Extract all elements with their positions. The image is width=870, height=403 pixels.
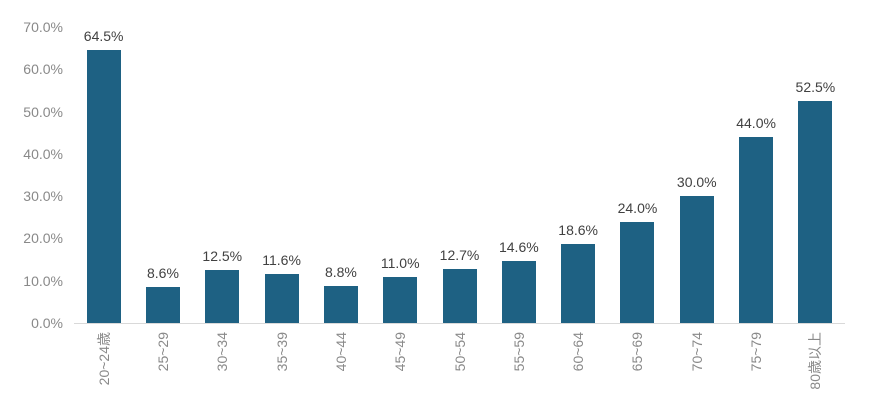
- x-axis-category-slot: 75~79: [726, 324, 785, 403]
- x-axis-category-slot: 25~29: [133, 324, 192, 403]
- bar-group: 64.5%: [74, 28, 133, 323]
- bar: [501, 261, 536, 323]
- y-axis-tick-label: 30.0%: [23, 188, 63, 205]
- bar: [205, 270, 240, 323]
- bar-group: 11.0%: [371, 254, 430, 323]
- bar-value-label: 12.7%: [439, 247, 480, 264]
- bar-group: 12.7%: [430, 247, 489, 323]
- bar-group: 12.5%: [193, 248, 252, 323]
- bar: [620, 221, 655, 323]
- y-axis-tick-label: 70.0%: [23, 19, 63, 35]
- plot-area: 64.5% 8.6% 12.5% 11.6% 8.8% 11.0% 12.7% 14.6% 18…: [74, 27, 845, 324]
- x-axis-category-slot: 80歳以上: [786, 324, 845, 403]
- bar-group: 18.6%: [549, 222, 608, 323]
- x-axis-category-slot: 35~39: [252, 324, 311, 403]
- bar: [145, 286, 180, 323]
- bar: [561, 244, 596, 323]
- bar: [442, 269, 477, 323]
- bar: [86, 50, 121, 323]
- x-axis-category-label: 50~54: [451, 332, 468, 372]
- x-axis-category-label: 20~24歳: [95, 332, 112, 386]
- x-axis-category-slot: 30~34: [193, 324, 252, 403]
- bar-group: 44.0%: [726, 115, 785, 323]
- x-axis-category-label: 55~59: [510, 332, 527, 372]
- bar-group: 30.0%: [667, 174, 726, 323]
- x-axis-category-slot: 60~64: [549, 324, 608, 403]
- x-axis-category-label: 75~79: [748, 332, 765, 372]
- bar-group: 8.6%: [133, 265, 192, 323]
- bar-value-label: 18.6%: [558, 222, 598, 239]
- x-axis-category-label: 80歳以上: [807, 332, 824, 390]
- bar-value-label: 12.5%: [202, 248, 243, 265]
- bar-value-label: 64.5%: [83, 28, 124, 45]
- bar-value-label: 52.5%: [795, 79, 836, 95]
- bar-group: 52.5%: [786, 79, 845, 323]
- y-axis-tick-label: 10.0%: [23, 272, 63, 289]
- x-axis-category-slot: 40~44: [311, 324, 370, 403]
- x-axis-category-slot: 45~49: [371, 324, 430, 403]
- bar-value-label: 11.6%: [262, 251, 301, 268]
- bar-value-label: 24.0%: [617, 199, 658, 216]
- y-axis-tick-label: 40.0%: [23, 145, 63, 162]
- x-axis-category-label: 60~64: [570, 332, 587, 372]
- bar: [798, 101, 833, 323]
- bar-group: 11.6%: [252, 252, 311, 323]
- bar-value-label: 14.6%: [498, 239, 539, 256]
- bar-value-label: 44.0%: [736, 114, 776, 131]
- x-axis-category-slot: 65~69: [608, 324, 667, 403]
- bar: [323, 285, 358, 323]
- y-axis-tick-label: 0.0%: [31, 315, 63, 331]
- x-axis-category-label: 45~49: [392, 332, 409, 372]
- y-axis: 0.0% 10.0% 20.0% 30.0% 40.0% 50.0% 60.0% 70.0%: [0, 19, 63, 331]
- x-axis: 20~24歳 25~29 30~34 35~39 40~44 45~49 50~54 55~5…: [74, 324, 845, 403]
- bar: [679, 196, 714, 323]
- bar-group: 8.8%: [311, 264, 370, 323]
- x-axis-category-label: 65~69: [629, 332, 646, 372]
- bar-value-label: 30.0%: [676, 174, 717, 191]
- x-axis-category-label: 35~39: [273, 332, 290, 372]
- bar: [383, 276, 418, 323]
- y-axis-tick-label: 60.0%: [23, 61, 63, 78]
- x-axis-category-slot: 20~24歳: [74, 324, 133, 403]
- bar-group: 24.0%: [608, 200, 667, 323]
- x-axis-category-slot: 55~59: [489, 324, 548, 403]
- bar-value-label: 11.0%: [380, 254, 420, 271]
- x-axis-category-label: 30~34: [214, 332, 231, 372]
- bar-value-label: 8.6%: [147, 264, 179, 281]
- x-axis-category-label: 40~44: [332, 332, 349, 372]
- bar: [264, 273, 299, 323]
- bar: [739, 136, 774, 323]
- x-axis-category-slot: 50~54: [430, 324, 489, 403]
- x-axis-category-label: 25~29: [154, 332, 171, 372]
- y-axis-tick-label: 20.0%: [23, 230, 63, 247]
- bar-value-label: 8.8%: [324, 263, 357, 280]
- x-axis-category-slot: 70~74: [667, 324, 726, 403]
- x-axis-category-label: 70~74: [688, 332, 705, 372]
- bar-group: 14.6%: [489, 239, 548, 323]
- bars-row: 64.5% 8.6% 12.5% 11.6% 8.8% 11.0% 12.7% 14.6% 18…: [74, 27, 845, 323]
- y-axis-tick-label: 50.0%: [23, 103, 63, 120]
